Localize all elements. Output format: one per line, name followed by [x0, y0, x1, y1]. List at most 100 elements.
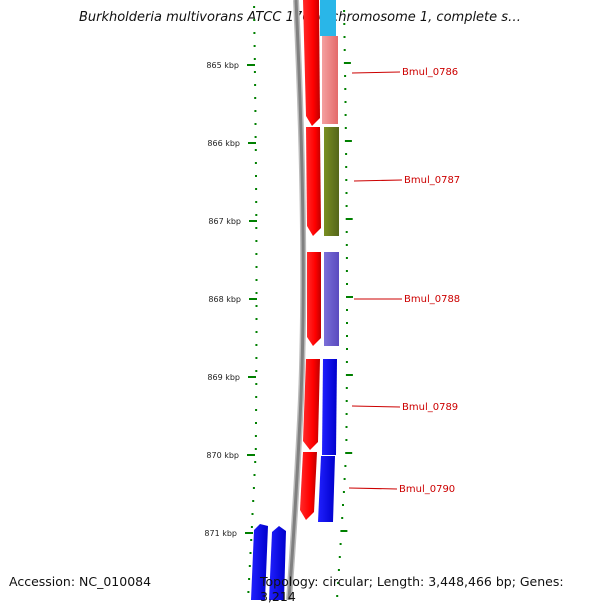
blue-feature-arrow[interactable]: [269, 526, 286, 600]
map-title: Burkholderia multivorans ATCC 17616 chro…: [78, 10, 522, 25]
scale-dot: [252, 500, 255, 502]
scale-dots: [247, 6, 258, 593]
outer-dot: [345, 270, 348, 272]
scale-dot: [247, 591, 250, 593]
outer-dot: [344, 127, 347, 129]
outer-dot: [343, 62, 351, 64]
cds-arrow[interactable]: [300, 452, 317, 520]
outer-dot: [340, 530, 348, 532]
gene-bmul-0788-bar[interactable]: [324, 252, 339, 346]
outer-dot: [346, 309, 348, 311]
scale-dot: [255, 318, 258, 320]
cds-arrow[interactable]: [303, 0, 320, 126]
outer-dot: [345, 231, 348, 233]
outer-dot: [337, 569, 340, 571]
label-leader: [351, 71, 401, 74]
gene-bmul-0790-bar[interactable]: [318, 456, 335, 522]
cds-arrow[interactable]: [307, 252, 321, 346]
gene-label-bmul-0788[interactable]: Bmul_0788: [404, 294, 460, 305]
scale-dot: [254, 136, 257, 138]
scale-dot: [253, 58, 256, 60]
gene-label-bmul-0787[interactable]: Bmul_0787: [404, 175, 460, 186]
outer-dot: [341, 517, 344, 519]
label-leader: [351, 405, 401, 408]
scale-tick-label: 868 kbp: [208, 295, 241, 304]
outer-dot: [345, 179, 348, 181]
scale-dot: [255, 370, 258, 372]
scale-dot: [254, 149, 257, 151]
scale-dot: [252, 487, 255, 489]
cds-arrow[interactable]: [303, 359, 320, 450]
blue-feature-arrow[interactable]: [251, 524, 268, 600]
chromosome-backbone-core: [287, 0, 305, 600]
outer-dot: [343, 49, 346, 51]
outer-dot: [344, 88, 347, 90]
outer-dot: [345, 218, 353, 220]
outer-dot: [345, 361, 348, 363]
outer-dot: [344, 465, 347, 467]
outer-dot: [346, 283, 348, 285]
scale-dot: [248, 578, 251, 580]
gene-labels: Bmul_0786 Bmul_0787 Bmul_0788 Bmul_0789 …: [348, 67, 460, 495]
scale-dot: [254, 84, 257, 86]
gene-bmul-0789-bar[interactable]: [322, 359, 337, 455]
scale-dot: [253, 19, 256, 21]
outer-dot: [345, 153, 348, 155]
scale-dot: [255, 331, 258, 333]
outer-dot: [346, 348, 348, 350]
scale-tick-label: 866 kbp: [207, 139, 240, 148]
outer-dot: [343, 23, 346, 25]
scale-dot: [253, 71, 256, 73]
outer-dot: [346, 296, 353, 298]
scale-dot: [254, 97, 257, 99]
scale-dot: [255, 305, 258, 307]
outer-dots: [336, 10, 353, 597]
gene-label-bmul-0786[interactable]: Bmul_0786: [402, 67, 458, 78]
top-feature[interactable]: [320, 0, 336, 36]
cds-arrow[interactable]: [306, 127, 321, 236]
scale-dot: [255, 175, 257, 177]
outer-dot: [345, 192, 348, 194]
scale-dot: [254, 110, 257, 112]
scale-dot: [251, 513, 254, 515]
lower-feature-track: [251, 524, 286, 600]
outer-dot: [345, 439, 348, 441]
label-leader: [353, 179, 403, 182]
outer-dot: [344, 140, 352, 142]
outer-dot: [346, 335, 348, 337]
gene-label-bmul-0789[interactable]: Bmul_0789: [402, 402, 458, 413]
gene-bmul-0786-bar[interactable]: [322, 36, 338, 124]
outer-dot: [345, 166, 348, 168]
scale-dot: [253, 45, 256, 47]
scale-dot: [255, 266, 258, 268]
scale-dot: [255, 344, 258, 346]
outer-dot: [343, 36, 346, 38]
outer-dot: [345, 374, 353, 376]
gene-bmul-0787-bar[interactable]: [324, 127, 339, 236]
scale-dot: [255, 188, 258, 190]
outer-dot: [345, 400, 348, 402]
outer-dot: [342, 491, 345, 493]
scale-dot: [255, 422, 257, 424]
gene-label-bmul-0790[interactable]: Bmul_0790: [399, 484, 455, 495]
scale-dot: [255, 214, 258, 216]
scale-dot: [255, 201, 258, 203]
scale-dot: [253, 6, 256, 8]
label-leader: [348, 487, 398, 490]
outer-dot: [345, 244, 348, 246]
scale-dot: [254, 461, 257, 463]
outer-dot: [343, 10, 346, 12]
scale-tick-label: 871 kbp: [204, 529, 237, 538]
outer-dot: [345, 205, 348, 207]
scale-dot: [249, 552, 252, 554]
outer-dot: [345, 413, 348, 415]
scale-dot: [250, 539, 253, 541]
scale-dot: [255, 253, 258, 255]
scale-dot: [255, 409, 258, 411]
outer-dot: [339, 543, 342, 545]
scale-dot: [255, 279, 258, 281]
outer-dot: [336, 595, 339, 597]
scale-dot: [255, 357, 258, 359]
scale-tick-label: 865 kbp: [206, 61, 239, 70]
